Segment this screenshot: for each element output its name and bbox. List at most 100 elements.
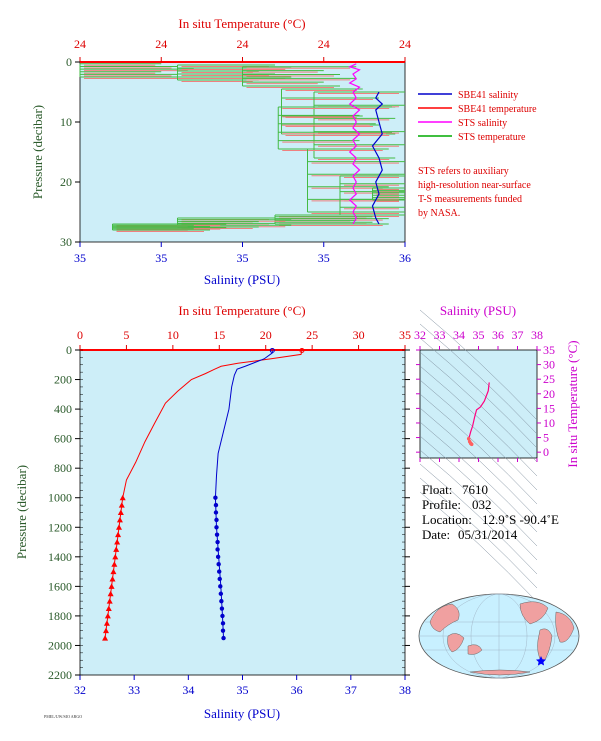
ts-tick-label-right: 5 <box>543 431 549 445</box>
top-legend: SBE41 salinity SBE41 temperature STS salin… <box>418 90 537 143</box>
main-salinity-marker <box>219 606 225 611</box>
main-salinity-marker <box>217 576 222 582</box>
ts-tick-label-right: 30 <box>543 358 555 372</box>
main-temperature-marker <box>117 509 124 515</box>
main-tick-label-bottom: 37 <box>345 683 357 697</box>
top-legend-label: STS salinity <box>458 118 507 129</box>
ts-tick-label-right: 35 <box>543 343 555 357</box>
main-temperature-marker <box>111 561 118 567</box>
main-salinity-marker <box>213 495 218 500</box>
ts-series-group <box>466 382 490 447</box>
ts-density-contour <box>419 477 538 589</box>
ts-density-contour <box>419 407 538 519</box>
ts-density-contour <box>419 393 538 505</box>
main-salinity-marker <box>214 517 219 523</box>
ts-tick-label-right: 15 <box>543 401 555 415</box>
top-tick-label-bottom: 35 <box>155 251 167 265</box>
location-value: 12.9˚S -90.4˚E <box>482 512 559 527</box>
main-tick-label-left: 1600 <box>48 579 72 593</box>
main-salinity-marker <box>213 510 219 515</box>
main-temperature-marker <box>106 598 113 604</box>
ts-deep-marker <box>466 436 471 441</box>
top-legend-label: SBE41 salinity <box>458 90 518 101</box>
top-tick-label-bottom: 35 <box>74 251 86 265</box>
top-tick-label-bottom: 35 <box>318 251 330 265</box>
main-salinity-surface-marker <box>269 347 275 353</box>
main-tick-label-left: 600 <box>54 432 72 446</box>
main-temperature-marker <box>118 502 125 508</box>
ts-tick-label-right: 25 <box>543 372 555 386</box>
top-tick-label-top: 24 <box>318 37 330 51</box>
main-temperature-marker <box>107 590 114 597</box>
top-temperature-steps <box>79 63 405 232</box>
ts-tick-label-right: 10 <box>543 416 555 430</box>
main-tick-label-bottom: 32 <box>74 683 86 697</box>
main-salinity-marker <box>216 562 221 567</box>
main-tick-label-left: 2200 <box>48 668 72 682</box>
ts-tick-label-top: 38 <box>531 328 543 342</box>
main-temperature-marker <box>116 524 122 530</box>
main-temperature-surface-marker <box>299 347 305 353</box>
main-tick-label-left: 1000 <box>48 491 72 505</box>
main-tick-label-left: 1800 <box>48 609 72 623</box>
top-axes: 24 24 24 24 24 35 35 35 35 36 0 10 20 30 <box>60 37 411 265</box>
main-temperature-marker <box>114 539 121 545</box>
ts-tick-label-top: 33 <box>434 328 446 342</box>
main-salinity-marker <box>220 613 225 619</box>
float-label: Float: <box>422 482 452 497</box>
main-salinity-marker <box>218 584 223 589</box>
top-note-line: by NASA. <box>418 208 460 219</box>
main-salinity-marker <box>213 502 219 508</box>
ts-tick-label-top: 32 <box>414 328 426 342</box>
date-value: 05/31/2014 <box>458 527 518 542</box>
main-temperature-marker <box>102 635 109 641</box>
main-xlabel-top: In situ Temperature (°C) <box>178 303 305 318</box>
float-location-marker <box>536 656 546 666</box>
top-series-sbe41-salinity <box>371 91 384 225</box>
top-note-line: STS refers to auxiliary <box>418 166 509 177</box>
ts-xlabel-top: Salinity (PSU) <box>440 303 516 318</box>
top-tick-label-top: 24 <box>74 37 86 51</box>
main-plot-area <box>79 349 406 676</box>
ts-density-contours <box>419 309 538 603</box>
main-temperature-marker <box>103 620 110 626</box>
main-temperature-marker <box>105 605 112 612</box>
top-tick-label-left: 0 <box>66 55 72 69</box>
ts-density-contour <box>419 337 538 449</box>
main-axes: 0 5 10 15 20 25 30 35 32 33 34 35 36 37 38 0 200 400 600 80… <box>48 328 411 697</box>
main-xlabel-bottom: Salinity (PSU) <box>204 706 280 721</box>
top-tick-label-left: 10 <box>60 115 72 129</box>
main-tick-label-top: 15 <box>213 328 225 342</box>
footer-text: PMEL/UW/SIO ARGO <box>44 714 82 719</box>
main-tick-label-bottom: 33 <box>128 683 140 697</box>
top-note-line: high-resolution near-surface <box>418 180 531 191</box>
main-salinity-marker <box>215 554 221 560</box>
ts-ylabel-right: In situ Temperature (°C) <box>565 340 580 467</box>
ts-tick-label-top: 36 <box>492 328 504 342</box>
ts-tick-label-top: 37 <box>512 328 524 342</box>
world-map <box>418 593 580 679</box>
main-tick-label-left: 800 <box>54 461 72 475</box>
ts-tick-label-right: 20 <box>543 387 555 401</box>
top-tick-label-bottom: 36 <box>399 251 411 265</box>
location-label: Location: <box>422 512 472 527</box>
date-label: Date: <box>422 527 450 542</box>
top-xlabel-bottom: Salinity (PSU) <box>204 272 280 287</box>
main-salinity-marker <box>220 628 226 633</box>
top-ylabel: Pressure (decibar) <box>30 105 45 199</box>
top-tick-label-top: 24 <box>399 37 411 51</box>
main-temperature-marker <box>104 612 111 619</box>
main-tick-label-left: 2000 <box>48 638 72 652</box>
ts-tick-label-top: 35 <box>473 328 485 342</box>
main-tick-label-top: 35 <box>399 328 411 342</box>
main-tick-label-left: 1400 <box>48 550 72 564</box>
ts-density-contour <box>419 449 538 561</box>
ts-density-contour <box>419 491 538 603</box>
ts-density-contour <box>419 323 538 435</box>
main-tick-label-top: 0 <box>77 328 83 342</box>
main-temperature-marker <box>103 627 109 634</box>
main-salinity-marker <box>214 532 220 537</box>
main-salinity-marker <box>218 591 224 596</box>
